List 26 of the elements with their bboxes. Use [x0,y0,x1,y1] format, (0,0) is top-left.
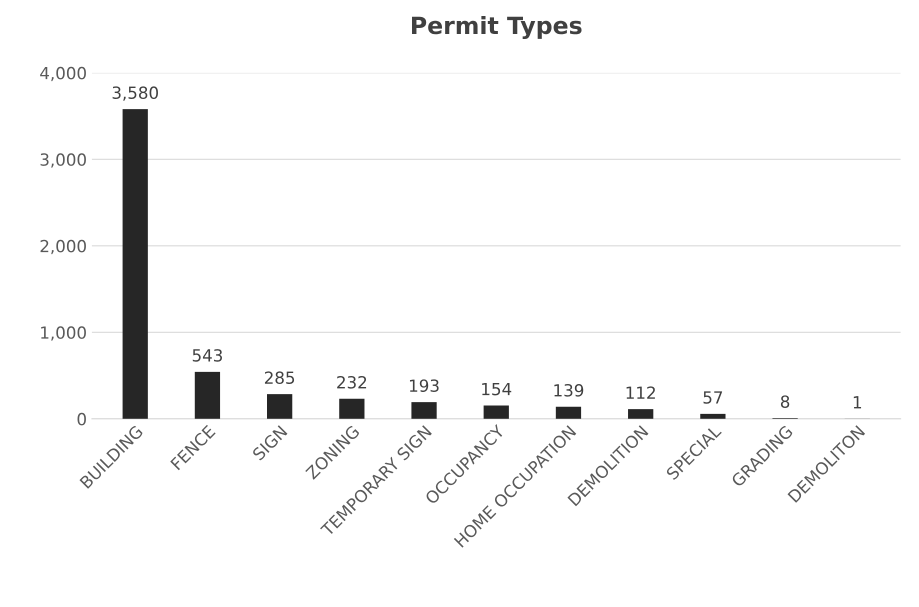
bar [411,402,437,419]
y-tick-label: 1,000 [41,326,86,341]
data-label: 193 [410,379,439,392]
data-label: 154 [482,382,512,396]
bar [339,398,364,419]
y-tick-label: 2,000 [40,240,86,254]
bar [700,414,726,419]
data-label: 112 [626,386,655,399]
y-tick-label: 3,000 [40,153,86,168]
bar [484,406,509,419]
data-label: 1 [854,396,862,408]
bar [194,372,220,419]
y-tick-label: 4,000 [40,66,86,82]
bar [267,394,292,419]
data-label: 285 [264,371,294,384]
bar [628,409,654,419]
y-tick-label: 0 [78,412,86,426]
data-label: 3,580 [112,86,158,101]
bar [556,406,582,419]
data-label: 232 [337,376,366,389]
bar [122,109,148,419]
data-label: 8 [780,395,790,408]
data-label: 57 [704,391,722,404]
data-label: 139 [554,384,584,397]
data-label: 543 [192,349,222,362]
chart-title: Permit Types [412,16,582,40]
